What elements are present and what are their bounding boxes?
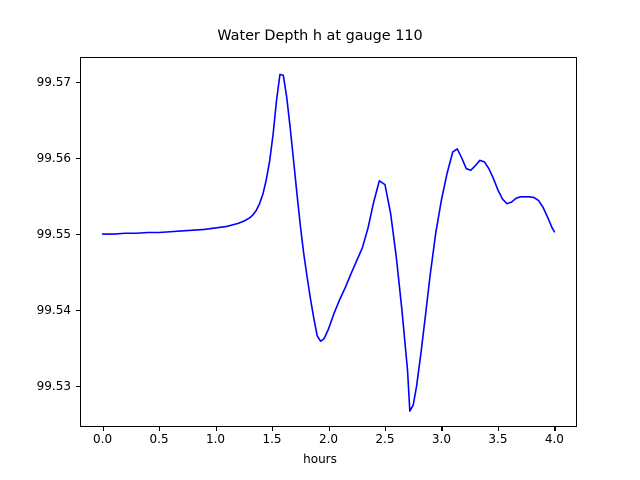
- x-tick-label: 1.5: [262, 432, 282, 446]
- line-plot: [101, 73, 556, 412]
- y-tick-mark: [76, 158, 80, 160]
- y-tick-mark: [76, 82, 80, 84]
- x-tick-label: 1.0: [205, 432, 226, 446]
- x-tick-mark: [441, 427, 443, 431]
- chart-title: Water Depth h at gauge 110: [217, 28, 423, 44]
- x-tick-mark: [272, 427, 274, 431]
- x-tick-mark: [102, 427, 104, 431]
- x-tick-label: 3.0: [431, 432, 451, 446]
- x-tick-mark: [328, 427, 330, 431]
- y-tick-mark: [76, 234, 80, 236]
- x-tick-mark: [384, 427, 387, 431]
- x-tick-mark: [215, 427, 217, 431]
- x-tick-label: 0.5: [149, 432, 169, 446]
- y-tick-mark: [76, 385, 80, 388]
- y-tick-label: 99.57: [36, 75, 71, 90]
- x-tick-label: 4.0: [544, 432, 564, 446]
- x-tick-mark: [554, 427, 556, 431]
- x-tick-label: 2.0: [318, 432, 339, 446]
- x-tick-label: 0.0: [93, 432, 113, 446]
- y-tick-label: 99.55: [36, 227, 71, 242]
- x-tick-label: 3.5: [488, 432, 508, 446]
- x-axis-label: hours: [303, 452, 337, 466]
- x-tick-mark: [497, 427, 500, 431]
- y-tick-label: 99.56: [36, 151, 71, 166]
- data-series-line: [101, 73, 556, 412]
- y-tick-label: 99.54: [36, 302, 71, 317]
- plot-axes-frame: [80, 57, 577, 427]
- y-tick-mark: [76, 309, 80, 312]
- x-tick-mark: [159, 427, 161, 431]
- x-tick-label: 2.5: [375, 432, 395, 446]
- y-tick-label: 99.53: [36, 378, 71, 393]
